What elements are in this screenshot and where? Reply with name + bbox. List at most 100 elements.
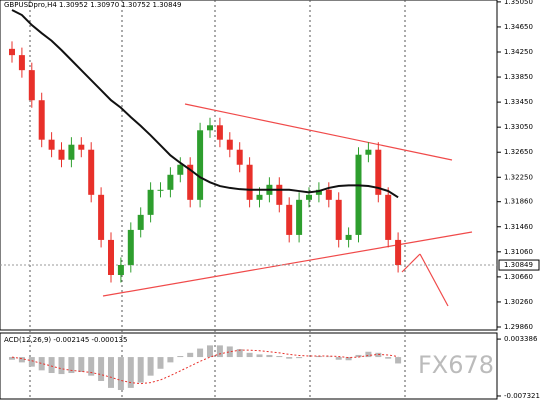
y-tick-label: 1.29860 [504, 323, 533, 331]
y-tick-label: 1.31060 [504, 248, 533, 256]
macd-bar [266, 354, 273, 358]
candle-body [306, 194, 312, 200]
candle-body [296, 199, 303, 235]
candle-body [395, 239, 402, 265]
y-tick-label: 1.32650 [504, 148, 533, 156]
candle-body [246, 164, 253, 200]
candle-body [187, 164, 194, 200]
candle-body [137, 214, 144, 230]
macd-bar [216, 345, 223, 358]
macd-bar [18, 357, 25, 363]
moving-average [11, 9, 399, 199]
y-tick-label: 0.003386 [504, 335, 538, 343]
candle-body [216, 125, 223, 140]
candle-body [18, 55, 25, 71]
candle-body [68, 144, 75, 160]
candle-body [78, 144, 85, 150]
macd-bar [28, 357, 35, 367]
y-tick-label: 1.31460 [504, 223, 533, 231]
y-tick-label: 1.31860 [504, 198, 533, 206]
macd-bar [117, 357, 124, 391]
macd-bar [325, 356, 332, 358]
macd-bar [207, 345, 213, 358]
macd-bar [177, 356, 184, 358]
watermark: FX678 [418, 351, 494, 379]
candle-body [375, 149, 382, 195]
y-tick-label: 1.32250 [504, 173, 533, 181]
macd-bar [256, 354, 263, 358]
macd-bar [187, 352, 194, 358]
candle-body [286, 204, 293, 235]
y-tick-label: -0.007321 [504, 392, 540, 400]
macd-bar [315, 356, 322, 358]
macd-bar [127, 357, 134, 388]
candle-body [88, 149, 95, 195]
candle-body [355, 154, 362, 235]
candle-body [197, 130, 204, 200]
macd-bar [38, 357, 45, 371]
y-tick-label: 1.34250 [504, 48, 533, 56]
macd-bar [157, 357, 164, 369]
candle-body [226, 139, 233, 150]
macd-bar [9, 357, 15, 360]
macd-bar [296, 357, 303, 359]
macd-bar [276, 356, 283, 358]
macd-bar [137, 357, 144, 383]
macd-bar [345, 357, 352, 361]
candle-body [177, 164, 184, 175]
y-tick-label: 1.30660 [504, 273, 533, 281]
candle-body [117, 264, 124, 275]
y-tick-label: 1.35050 [504, 0, 533, 6]
y-tick-label: 1.33450 [504, 98, 533, 106]
macd-title: ACD(12,26,9) -0.002145 -0.000135 [4, 336, 127, 344]
candle-body [38, 100, 45, 140]
macd-bar [236, 349, 243, 358]
macd-bar [335, 357, 342, 360]
macd-bar [48, 357, 55, 374]
macd-bar [98, 357, 105, 381]
chart-title: GBPUSDpro,H4 1.30952 1.30970 1.30752 1.3… [4, 1, 182, 9]
candle-body [58, 149, 65, 160]
macd-bar [197, 348, 204, 358]
macd-bar [108, 357, 114, 388]
candle-body [157, 189, 164, 191]
macd-bar [88, 357, 95, 376]
candle-body [9, 48, 15, 56]
candle-body [236, 149, 243, 165]
macd-bar [375, 352, 382, 358]
last-price-label: 1.30849 [504, 261, 533, 269]
macd-bar [68, 357, 75, 374]
candle-body [315, 189, 322, 195]
candle-body [365, 149, 372, 155]
candle-body [98, 194, 105, 240]
candle-body [108, 239, 114, 275]
y-tick-label: 1.34650 [504, 23, 533, 31]
macd-bar [147, 357, 154, 376]
candle-body [276, 184, 283, 205]
candle-body [127, 229, 134, 265]
macd-bar [355, 354, 362, 358]
candle-body [256, 194, 263, 200]
y-tick-label: 1.33850 [504, 73, 533, 81]
trendlines [102, 103, 473, 307]
macd-bar [167, 357, 174, 363]
macd-bar [385, 357, 392, 359]
candle-body [325, 189, 332, 200]
candle-body [48, 139, 55, 150]
macd-bar [365, 351, 372, 358]
signal-line [11, 349, 399, 385]
macd-bar [58, 357, 65, 375]
macd-bar [78, 357, 85, 372]
macd-bar [286, 357, 293, 359]
macd-bar [226, 346, 233, 358]
candle-body [167, 174, 174, 190]
candle-body [28, 70, 35, 101]
candle-body [345, 234, 352, 240]
candle-body [335, 199, 342, 240]
vertical-grid [29, 0, 406, 399]
y-tick-label: 1.33050 [504, 123, 533, 131]
last-price-box [498, 259, 540, 271]
candle-body [207, 125, 213, 131]
candle-body [147, 189, 154, 215]
